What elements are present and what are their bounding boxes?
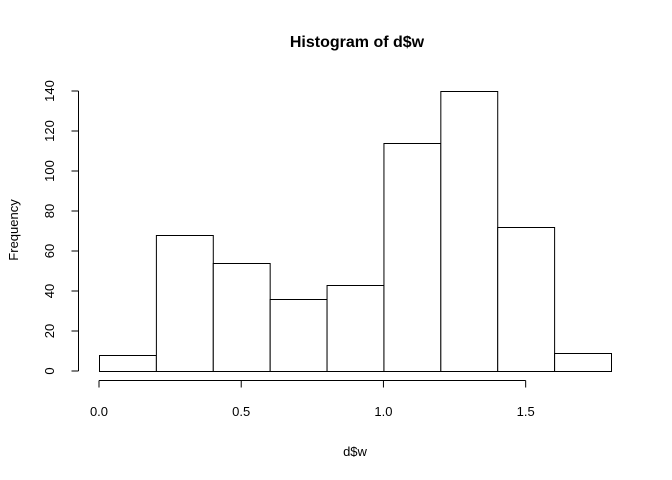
chart-title: Histogram of d$w: [290, 34, 425, 51]
histogram-bar-2: [212, 263, 271, 372]
y-tick-label-6: 120: [42, 120, 57, 142]
x-tick-label-0: 0.0: [90, 404, 108, 419]
histogram-bar-0: [99, 355, 157, 372]
histogram-bar-5: [383, 143, 442, 372]
y-tick-label-7: 140: [42, 80, 57, 102]
y-tick-label-2: 40: [42, 284, 57, 298]
x-tick-label-2: 1.0: [374, 404, 392, 419]
y-tick-label-3: 60: [42, 244, 57, 258]
bars-group: [99, 91, 612, 372]
y-axis-label: Frequency: [6, 199, 21, 261]
y-axis: 0 20 40 60 80 100 120 140: [42, 80, 79, 375]
histogram-bar-6: [440, 91, 499, 372]
y-tick-label-0: 0: [42, 367, 57, 374]
x-tick-label-3: 1.5: [517, 404, 535, 419]
x-tick-label-1: 0.5: [232, 404, 250, 419]
x-axis: 0.0 0.5 1.0 1.5: [90, 380, 535, 419]
histogram-bar-3: [269, 299, 328, 372]
histogram-bar-1: [155, 235, 214, 372]
y-tick-label-4: 80: [42, 204, 57, 218]
histogram-bar-4: [326, 285, 385, 372]
histogram-bar-7: [497, 227, 556, 372]
x-axis-label: d$w: [343, 444, 367, 459]
y-tick-label-5: 100: [42, 160, 57, 182]
y-tick-label-1: 20: [42, 324, 57, 338]
histogram-bar-8: [554, 353, 612, 372]
